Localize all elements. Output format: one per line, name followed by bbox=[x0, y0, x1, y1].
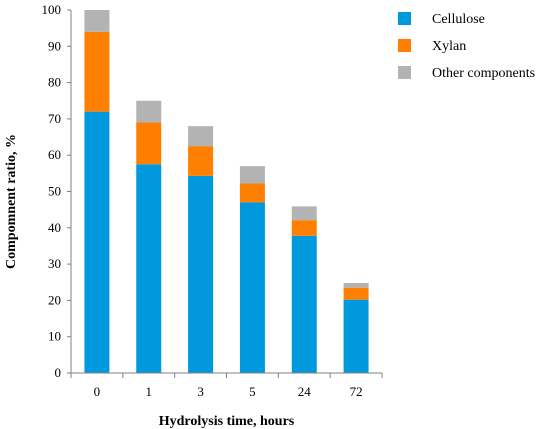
legend-swatch-cellulose bbox=[398, 12, 411, 25]
bar-xylan-3 bbox=[188, 146, 214, 176]
y-tick-label: 30 bbox=[48, 256, 61, 271]
legend-swatch-xylan bbox=[398, 39, 411, 52]
bars-group bbox=[84, 10, 369, 373]
legend: Cellulose Xylan Other components bbox=[398, 12, 535, 81]
y-tick-label: 90 bbox=[48, 38, 61, 53]
y-tick-label: 60 bbox=[48, 147, 61, 162]
y-tick-label: 70 bbox=[48, 111, 61, 126]
bar-other-components-24 bbox=[291, 206, 317, 221]
bar-cellulose-1 bbox=[136, 164, 162, 373]
bar-cellulose-5 bbox=[239, 202, 265, 373]
bar-cellulose-3 bbox=[188, 175, 214, 373]
bar-other-components-5 bbox=[239, 166, 265, 184]
y-tick-label: 80 bbox=[48, 75, 61, 90]
x-tick-label: 1 bbox=[146, 384, 153, 399]
bar-cellulose-0 bbox=[84, 111, 110, 373]
bar-other-components-1 bbox=[136, 100, 162, 123]
x-tick-label: 72 bbox=[350, 384, 363, 399]
y-tick-label: 40 bbox=[48, 220, 61, 235]
bar-other-components-3 bbox=[188, 126, 214, 147]
x-tick-label: 24 bbox=[298, 384, 312, 399]
bar-xylan-0 bbox=[84, 31, 110, 112]
x-tick-label: 3 bbox=[197, 384, 204, 399]
bar-xylan-72 bbox=[343, 287, 369, 300]
legend-label-xylan: Xylan bbox=[432, 39, 466, 54]
y-tick-label: 0 bbox=[55, 365, 62, 380]
bar-xylan-24 bbox=[291, 220, 317, 236]
bar-other-components-72 bbox=[343, 282, 369, 288]
bar-cellulose-24 bbox=[291, 235, 317, 373]
x-tick-label: 0 bbox=[94, 384, 101, 399]
legend-label-other-components: Other components bbox=[432, 66, 535, 81]
bar-cellulose-72 bbox=[343, 299, 369, 373]
legend-label-cellulose: Cellulose bbox=[432, 12, 485, 27]
y-tick-label: 20 bbox=[48, 292, 61, 307]
y-axis-title: Compomnent ratio, % bbox=[4, 134, 19, 269]
y-tick-label: 50 bbox=[48, 184, 61, 199]
y-tick-label: 100 bbox=[42, 2, 62, 17]
bar-xylan-5 bbox=[239, 183, 265, 203]
x-axis-title: Hydrolysis time, hours bbox=[159, 414, 295, 429]
legend-swatch-other-components bbox=[398, 66, 411, 79]
bar-xylan-1 bbox=[136, 122, 162, 165]
axes-group bbox=[70, 10, 382, 374]
bar-other-components-0 bbox=[84, 10, 110, 32]
x-tick-label: 5 bbox=[249, 384, 256, 399]
ticks-group: 0 10 20 30 40 50 60 70 80 90 100 0 1 3 5 24 72 bbox=[42, 2, 383, 399]
y-tick-label: 10 bbox=[48, 329, 61, 344]
